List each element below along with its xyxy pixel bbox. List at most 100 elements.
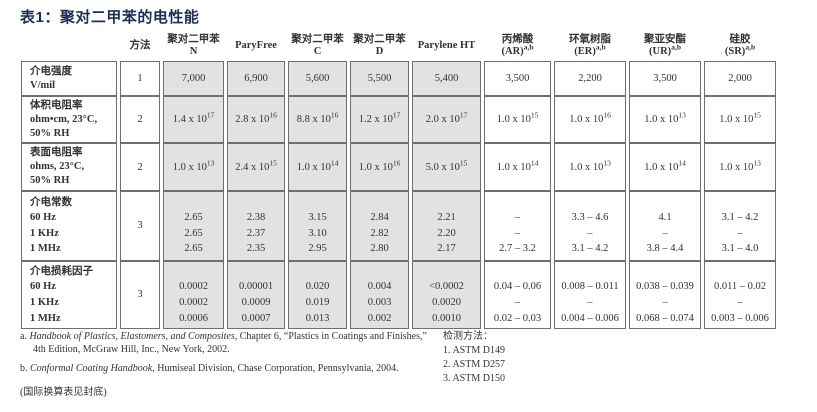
value-cell: 5.0 x 1015: [412, 143, 481, 191]
method-cell: 1: [120, 61, 160, 96]
footnote-a-title: Handbook of Plastics, Elastomers, and Co…: [29, 331, 235, 342]
row-label: 表面电阻率 ohms, 23°C, 50% RH: [21, 143, 117, 191]
header-line: (UR)a,b: [649, 42, 681, 57]
value-cell: 1.4 x 1017: [163, 96, 224, 144]
row-label: 介电损耗因子 60 Hz 1 KHz 1 MHz: [21, 260, 117, 330]
value-cell: 1.0 x 1013: [163, 143, 224, 191]
corner-cell: [21, 34, 117, 61]
footnote-ref: a,b: [595, 42, 606, 51]
electrical-properties-table: 方法 聚对二甲苯 N ParyFree 聚对二甲苯 C 聚对二甲苯 D Pary…: [18, 34, 779, 330]
column-header-method: 方法: [129, 39, 151, 51]
footnote-b: b. Conformal Coating Handbook, Humiseal …: [20, 362, 440, 375]
value-cell: 0.04 – 0.06–0.02 – 0.03: [484, 260, 551, 330]
label-line: 介电常数: [30, 196, 72, 208]
value-cell: 0.008 – 0.011–0.004 – 0.006: [554, 260, 626, 330]
label-line: 体积电阻率: [30, 100, 83, 111]
value-cell: – –2.7 – 3.2: [484, 190, 551, 261]
value-cell: 3,500: [484, 61, 551, 96]
column-header-parylene-ht: Parylene HT: [417, 39, 476, 51]
label-line: 50% RH: [30, 127, 70, 139]
value-cell: 3.1 – 4.2–3.1 – 4.0: [704, 190, 776, 261]
table-row-dielectric-constant: 介电常数 60 Hz 1 KHz 1 MHz 3 2.65 2.65 2.65 2.…: [21, 190, 776, 261]
value-cell: 0.00001 0.0009 0.0007: [227, 260, 285, 330]
column-header-urethane: 聚亚安酯 (UR)a,b: [629, 34, 701, 61]
footnote-a-marker: a.: [20, 331, 27, 342]
value-cell: 7,000: [163, 61, 224, 96]
bottom-note: (国际换算表见封底): [20, 387, 107, 398]
footnote-b-title: Conformal Coating Handbook: [30, 363, 153, 374]
value-cell: 3,500: [629, 61, 701, 96]
value-cell: 5,400: [412, 61, 481, 96]
table-row-dissipation-factor: 介电损耗因子 60 Hz 1 KHz 1 MHz 3 0.0002 0.0002 0…: [21, 260, 776, 330]
value-cell: <0.0002 0.0020 0.0010: [412, 260, 481, 330]
value-cell: 1.0 x 1013: [629, 96, 701, 144]
value-cell: 0.020 0.019 0.013: [288, 260, 347, 330]
value-cell: 1.0 x 1016: [554, 96, 626, 144]
test-methods-list: 检测方法： 1. ASTM D149 2. ASTM D257 3. ASTM …: [443, 330, 505, 386]
method-cell: 2: [120, 143, 160, 191]
column-header-silicone: 硅胶 (SR)a,b: [704, 34, 776, 61]
column-header-paryfree: ParyFree: [235, 39, 277, 51]
value-cell: 2.4 x 1015: [227, 143, 285, 191]
label-line: 1 MHz: [30, 243, 61, 255]
value-cell: 1.0 x 1014: [484, 143, 551, 191]
column-header-parylene-c: 聚对二甲苯 C: [291, 34, 344, 57]
table-row-surface-resistivity: 表面电阻率 ohms, 23°C, 50% RH 2 1.0 x 1013 2.…: [21, 143, 776, 191]
label-line: 表面电阻率: [30, 147, 83, 159]
value-cell: 2.84 2.82 2.80: [350, 190, 409, 261]
footnote-b-marker: b.: [20, 363, 28, 374]
value-cell: 2.21 2.20 2.17: [412, 190, 481, 261]
value-cell: 1.0 x 1014: [629, 143, 701, 191]
method-cell: 3: [120, 260, 160, 330]
method-cell: 3: [120, 190, 160, 261]
column-header-parylene-d: 聚对二甲苯 D: [353, 34, 406, 57]
value-cell: 0.004 0.003 0.002: [350, 260, 409, 330]
row-label: 体积电阻率 ohm•cm, 23°C, 50% RH: [21, 96, 117, 144]
value-cell: 2,200: [554, 61, 626, 96]
page-title: 表1：聚对二甲苯的电性能: [20, 9, 200, 26]
label-line: V/mil: [30, 79, 56, 91]
label-line: ohm•cm, 23°C,: [30, 113, 98, 125]
label-line: 介电损耗因子: [30, 265, 93, 277]
header-line: 丙烯酸: [501, 34, 534, 45]
value-cell: 6,900: [227, 61, 285, 96]
label-line: 1 KHz: [30, 227, 59, 239]
header-line: 环氧树脂: [569, 34, 611, 45]
value-cell: 0.0002 0.0002 0.0006: [163, 260, 224, 330]
value-cell: 2.8 x 1016: [227, 96, 285, 144]
value-cell: 3.15 3.10 2.95: [288, 190, 347, 261]
value-cell: 1.2 x 1017: [350, 96, 409, 144]
test-methods-title: 检测方法：: [443, 331, 493, 342]
value-cell: 5,500: [350, 61, 409, 96]
value-cell: 1.0 x 1014: [288, 143, 347, 191]
value-cell: 2,000: [704, 61, 776, 96]
footnotes-left: a. Handbook of Plastics, Elastomers, and…: [20, 330, 440, 381]
footnote-ref: a,b: [671, 42, 681, 51]
value-cell: 5,600: [288, 61, 347, 96]
value-cell: 1.0 x 1015: [704, 96, 776, 144]
label-line: ohms, 23°C,: [30, 161, 85, 173]
column-header-epoxy: 环氧树脂 (ER)a,b: [554, 34, 626, 61]
value-cell: 2.38 2.37 2.35: [227, 190, 285, 261]
value-cell: 8.8 x 1016: [288, 96, 347, 144]
value-cell: 1.0 x 1013: [704, 143, 776, 191]
table-row-dielectric-strength: 介电强度 V/mil 1 7,000 6,900 5,600 5,500 5,4…: [21, 61, 776, 96]
value-cell: 0.038 – 0.039–0.068 – 0.074: [629, 260, 701, 330]
test-method-item: 1. ASTM D149: [443, 345, 505, 356]
label-line: 1 KHz: [30, 296, 59, 308]
table-row-volume-resistivity: 体积电阻率 ohm•cm, 23°C, 50% RH 2 1.4 x 1017 …: [21, 96, 776, 144]
footnote-a: a. Handbook of Plastics, Elastomers, and…: [20, 330, 440, 356]
header-row: 方法 聚对二甲苯 N ParyFree 聚对二甲苯 C 聚对二甲苯 D Pary…: [21, 34, 776, 61]
footnote-ref: a,b: [745, 42, 756, 51]
footnote-ref: a,b: [523, 42, 534, 51]
value-cell: 3.3 – 4.6–3.1 – 4.2: [554, 190, 626, 261]
footnote-a-text: , Chapter 6, “Plastics in Coatings and F…: [33, 331, 427, 355]
method-cell: 2: [120, 96, 160, 144]
header-line: (SR)a,b: [724, 42, 756, 57]
value-cell: 4.1–3.8 – 4.4: [629, 190, 701, 261]
header-line: (AR)a,b: [501, 42, 534, 57]
test-method-item: 2. ASTM D257: [443, 359, 505, 370]
header-line: 硅胶: [729, 34, 751, 45]
label-line: 50% RH: [30, 174, 70, 186]
